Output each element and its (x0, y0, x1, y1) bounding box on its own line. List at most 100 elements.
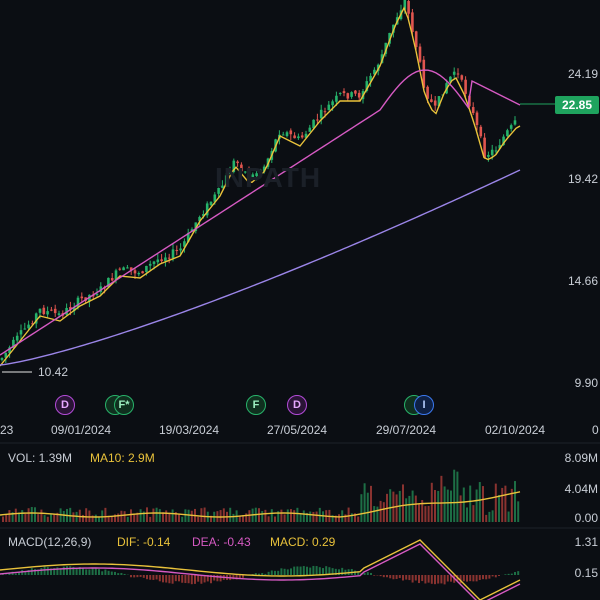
event-marker-f[interactable]: F (246, 395, 266, 415)
candle-body (293, 135, 296, 139)
candle-body (456, 73, 460, 75)
macd-bar (194, 575, 196, 584)
volume-bar (136, 512, 139, 522)
macd-bar (398, 575, 401, 579)
macd-bar (504, 574, 507, 575)
volume-bar (302, 510, 305, 522)
price-axis-label: 24.19 (567, 67, 598, 81)
volume-bar (40, 509, 43, 522)
volume-bar (405, 498, 408, 522)
macd-bar (443, 575, 446, 585)
macd-bar (507, 573, 510, 575)
volume-bar (197, 516, 200, 522)
ma-short-line (0, 6, 521, 367)
candle-body (437, 96, 441, 107)
macd-bar (40, 567, 43, 575)
event-marker-d[interactable]: D (55, 395, 75, 415)
volume-bar (504, 485, 507, 522)
macd-bar (146, 575, 148, 580)
candle-body (69, 307, 72, 310)
macd-bar (322, 568, 324, 575)
volume-bar (62, 510, 65, 522)
volume-bar (274, 516, 276, 522)
macd-bar (283, 568, 286, 575)
volume-bar (373, 506, 376, 522)
volume-bar (459, 495, 462, 522)
volume-bar (18, 512, 20, 522)
volume-bar (261, 511, 264, 522)
candle-body (259, 169, 262, 173)
event-marker-d[interactable]: D (287, 395, 307, 415)
volume-bar (232, 513, 235, 522)
macd-dea-line (0, 543, 521, 600)
volume-bar (146, 507, 148, 522)
macd-bar (66, 566, 68, 575)
macd-bar (165, 575, 168, 583)
candle-body (373, 69, 376, 75)
macd-bar (309, 567, 312, 575)
volume-bar (478, 482, 481, 522)
macd-bar (277, 570, 280, 575)
volume-bar (414, 495, 417, 522)
macd-bar (386, 575, 388, 578)
candle-body (430, 99, 433, 102)
candle-body (403, 0, 407, 10)
volume-bar (322, 511, 324, 522)
macd-bar (437, 575, 440, 584)
volume-bar (174, 512, 177, 522)
volume-bar (331, 515, 334, 522)
macd-bar (53, 568, 56, 575)
candle-body (232, 160, 236, 172)
candle-body (464, 79, 467, 94)
candle-body (114, 270, 118, 281)
volume-bar (299, 514, 302, 522)
volume-bar (296, 507, 299, 522)
macd-bar (306, 566, 308, 575)
candle-body (198, 216, 201, 222)
macd-bar (478, 575, 481, 580)
candle-body (160, 259, 163, 262)
volume-bar (46, 516, 49, 522)
macd-bar (162, 575, 164, 583)
macd-bar (219, 575, 222, 582)
volume-bar (443, 486, 446, 522)
event-marker-i[interactable]: I (414, 395, 434, 415)
volume-bar (453, 469, 456, 522)
volume-bar (376, 506, 379, 522)
price-axis-label: 19.42 (567, 172, 598, 186)
event-marker-f-star[interactable]: F* (114, 395, 134, 415)
macd-bar (75, 568, 78, 575)
macd-bar (312, 565, 315, 575)
candle-body (483, 137, 486, 158)
volume-axis-label: 4.04M (564, 482, 598, 496)
macd-bar (254, 573, 257, 575)
macd-bar (446, 575, 449, 582)
candle-body (80, 296, 84, 299)
volume-bar (190, 510, 193, 522)
volume-bar (43, 515, 46, 522)
macd-bar (216, 575, 219, 582)
volume-bar (485, 514, 488, 522)
macd-bar (152, 575, 155, 580)
candle-body (255, 173, 258, 177)
volume-bar (85, 508, 88, 522)
macd-bar (338, 569, 340, 575)
volume-bar (94, 514, 97, 522)
macd-bar (517, 571, 520, 575)
candle-body (164, 257, 167, 262)
candle-body (513, 120, 517, 125)
candle-body (72, 307, 76, 312)
macd-bar (421, 575, 424, 582)
candle-body (12, 339, 15, 348)
candle-body (475, 112, 479, 125)
macd-bar (296, 566, 299, 575)
macd-bar (462, 575, 465, 582)
volume-bar (450, 490, 452, 522)
volume-ma-line (0, 491, 521, 518)
volume-bar (360, 494, 363, 522)
volume-bar (366, 492, 369, 522)
candle-body (338, 92, 342, 94)
macd-bar (149, 575, 152, 580)
candle-body (50, 309, 53, 311)
